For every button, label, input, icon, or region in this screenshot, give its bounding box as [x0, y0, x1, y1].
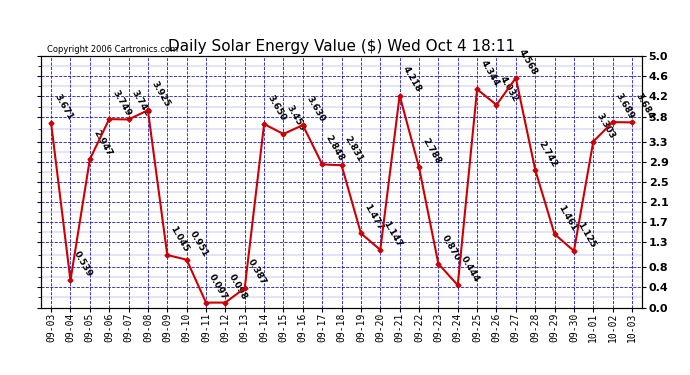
- Text: 1.477: 1.477: [362, 202, 384, 232]
- Text: 4.344: 4.344: [478, 58, 501, 88]
- Text: 0.444: 0.444: [459, 255, 481, 284]
- Text: 3.689: 3.689: [614, 92, 636, 121]
- Text: 3.749: 3.749: [110, 88, 132, 118]
- Text: 0.387: 0.387: [246, 258, 268, 286]
- Text: 3.925: 3.925: [149, 80, 171, 109]
- Text: 2.742: 2.742: [537, 139, 559, 168]
- Text: 1.045: 1.045: [168, 225, 190, 254]
- Text: 0.097: 0.097: [208, 272, 229, 301]
- Text: 2.947: 2.947: [91, 129, 113, 158]
- Text: 0.870: 0.870: [440, 233, 462, 262]
- Text: 1.125: 1.125: [575, 220, 598, 250]
- Text: 3.303: 3.303: [595, 111, 617, 140]
- Text: 1.147: 1.147: [382, 219, 404, 249]
- Text: 3.650: 3.650: [266, 94, 288, 123]
- Title: Daily Solar Energy Value ($) Wed Oct 4 18:11: Daily Solar Energy Value ($) Wed Oct 4 1…: [168, 39, 515, 54]
- Text: Copyright 2006 Cartronics.com: Copyright 2006 Cartronics.com: [48, 45, 179, 54]
- Text: 2.848: 2.848: [324, 134, 346, 163]
- Text: 4.568: 4.568: [518, 47, 540, 76]
- Text: 2.831: 2.831: [343, 135, 365, 164]
- Text: 1.461: 1.461: [556, 204, 578, 233]
- Text: 2.788: 2.788: [420, 137, 442, 166]
- Text: 3.671: 3.671: [52, 93, 75, 122]
- Text: 3.684: 3.684: [633, 92, 656, 121]
- Text: 3.453: 3.453: [285, 104, 307, 133]
- Text: 3.742: 3.742: [130, 89, 152, 118]
- Text: 3.630: 3.630: [304, 95, 326, 124]
- Text: 4.218: 4.218: [401, 65, 423, 94]
- Text: 0.539: 0.539: [72, 250, 94, 279]
- Text: 4.032: 4.032: [498, 74, 520, 104]
- Text: 0.951: 0.951: [188, 229, 210, 258]
- Text: 0.098: 0.098: [227, 272, 248, 301]
